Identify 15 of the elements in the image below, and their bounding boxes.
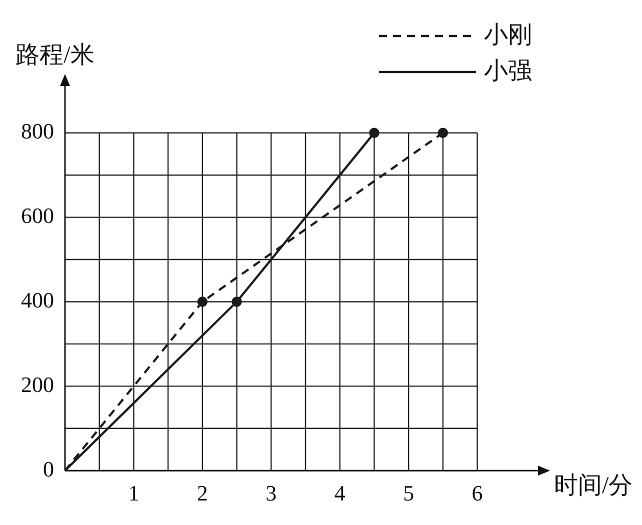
y-axis-title: 路程/米	[16, 42, 94, 68]
x-tick-label: 5	[403, 480, 414, 506]
y-tick-label: 800	[21, 118, 54, 144]
y-tick-label: 200	[21, 372, 54, 397]
x-tick-label: 6	[472, 480, 483, 506]
legend-label: 小刚	[484, 22, 532, 48]
legend-label: 小强	[484, 58, 532, 84]
x-axis-title: 时间/分	[554, 472, 633, 499]
x-tick-label: 1	[128, 480, 140, 506]
y-tick-label: 600	[21, 203, 54, 228]
y-tick-label: 0	[43, 456, 54, 482]
x-tick-label: 3	[266, 480, 277, 506]
y-tick-label: 400	[21, 288, 54, 313]
x-tick-label: 4	[334, 480, 346, 506]
x-tick-label: 2	[196, 480, 208, 506]
